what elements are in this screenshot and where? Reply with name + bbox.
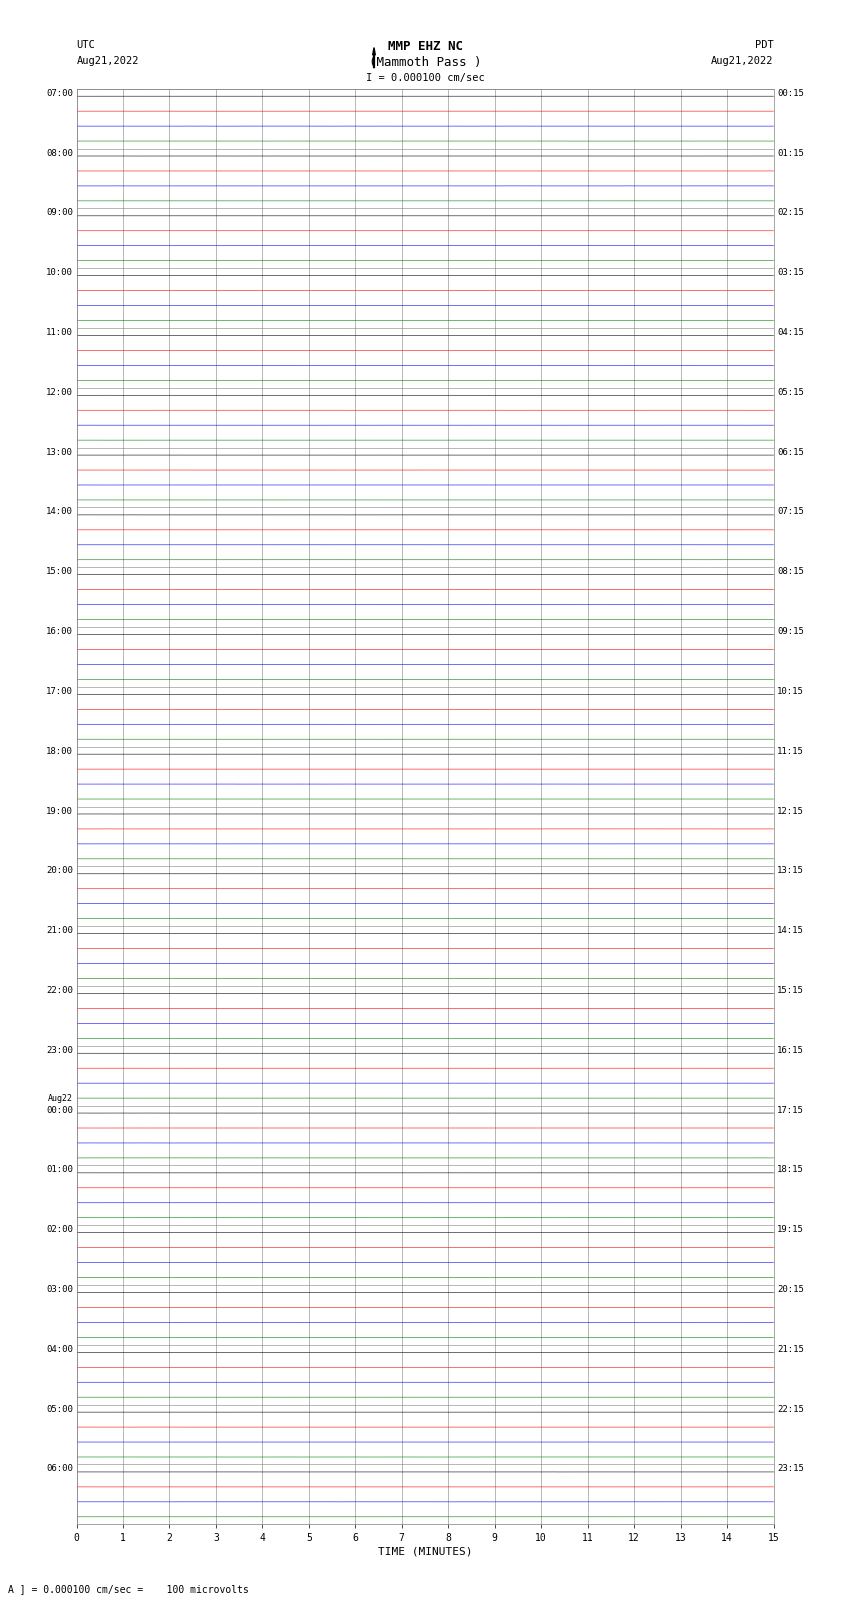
- Text: 05:00: 05:00: [46, 1405, 73, 1413]
- Text: 09:00: 09:00: [46, 208, 73, 218]
- Text: 08:15: 08:15: [777, 568, 804, 576]
- Text: 04:00: 04:00: [46, 1345, 73, 1353]
- Text: 22:15: 22:15: [777, 1405, 804, 1413]
- Text: 13:15: 13:15: [777, 866, 804, 876]
- Text: 02:00: 02:00: [46, 1226, 73, 1234]
- Text: 07:00: 07:00: [46, 89, 73, 98]
- Text: 14:00: 14:00: [46, 508, 73, 516]
- Text: 16:15: 16:15: [777, 1045, 804, 1055]
- Text: Aug21,2022: Aug21,2022: [711, 56, 774, 66]
- Text: 06:00: 06:00: [46, 1465, 73, 1473]
- Text: 21:00: 21:00: [46, 926, 73, 936]
- Text: 04:15: 04:15: [777, 327, 804, 337]
- Text: 01:15: 01:15: [777, 148, 804, 158]
- Text: 02:15: 02:15: [777, 208, 804, 218]
- Text: 22:00: 22:00: [46, 986, 73, 995]
- Text: 15:00: 15:00: [46, 568, 73, 576]
- Text: 23:15: 23:15: [777, 1465, 804, 1473]
- Text: 05:15: 05:15: [777, 387, 804, 397]
- Text: (Mammoth Pass ): (Mammoth Pass ): [369, 56, 481, 69]
- Text: 21:15: 21:15: [777, 1345, 804, 1353]
- Text: 18:15: 18:15: [777, 1165, 804, 1174]
- Text: 01:00: 01:00: [46, 1165, 73, 1174]
- Text: 17:15: 17:15: [777, 1105, 804, 1115]
- Text: I = 0.000100 cm/sec: I = 0.000100 cm/sec: [366, 73, 484, 82]
- Text: 10:00: 10:00: [46, 268, 73, 277]
- Text: 00:00: 00:00: [46, 1105, 73, 1115]
- Text: 17:00: 17:00: [46, 687, 73, 695]
- Text: 09:15: 09:15: [777, 627, 804, 636]
- Text: 20:15: 20:15: [777, 1286, 804, 1294]
- Text: 18:00: 18:00: [46, 747, 73, 755]
- Text: 12:00: 12:00: [46, 387, 73, 397]
- Text: 19:15: 19:15: [777, 1226, 804, 1234]
- Text: 23:00: 23:00: [46, 1045, 73, 1055]
- Text: 00:15: 00:15: [777, 89, 804, 98]
- Text: 14:15: 14:15: [777, 926, 804, 936]
- Text: PDT: PDT: [755, 40, 774, 50]
- Text: Aug22: Aug22: [48, 1094, 73, 1103]
- Text: 10:15: 10:15: [777, 687, 804, 695]
- Text: 03:00: 03:00: [46, 1286, 73, 1294]
- Text: MMP EHZ NC: MMP EHZ NC: [388, 40, 462, 53]
- Text: 12:15: 12:15: [777, 806, 804, 816]
- Text: 15:15: 15:15: [777, 986, 804, 995]
- Text: A ] = 0.000100 cm/sec =    100 microvolts: A ] = 0.000100 cm/sec = 100 microvolts: [8, 1584, 249, 1594]
- X-axis label: TIME (MINUTES): TIME (MINUTES): [377, 1547, 473, 1557]
- Text: 03:15: 03:15: [777, 268, 804, 277]
- Text: 06:15: 06:15: [777, 448, 804, 456]
- Text: 11:00: 11:00: [46, 327, 73, 337]
- Text: 13:00: 13:00: [46, 448, 73, 456]
- Text: 07:15: 07:15: [777, 508, 804, 516]
- Text: UTC: UTC: [76, 40, 95, 50]
- Text: Aug21,2022: Aug21,2022: [76, 56, 139, 66]
- Text: 16:00: 16:00: [46, 627, 73, 636]
- Text: 11:15: 11:15: [777, 747, 804, 755]
- Text: 08:00: 08:00: [46, 148, 73, 158]
- Text: 20:00: 20:00: [46, 866, 73, 876]
- Text: 19:00: 19:00: [46, 806, 73, 816]
